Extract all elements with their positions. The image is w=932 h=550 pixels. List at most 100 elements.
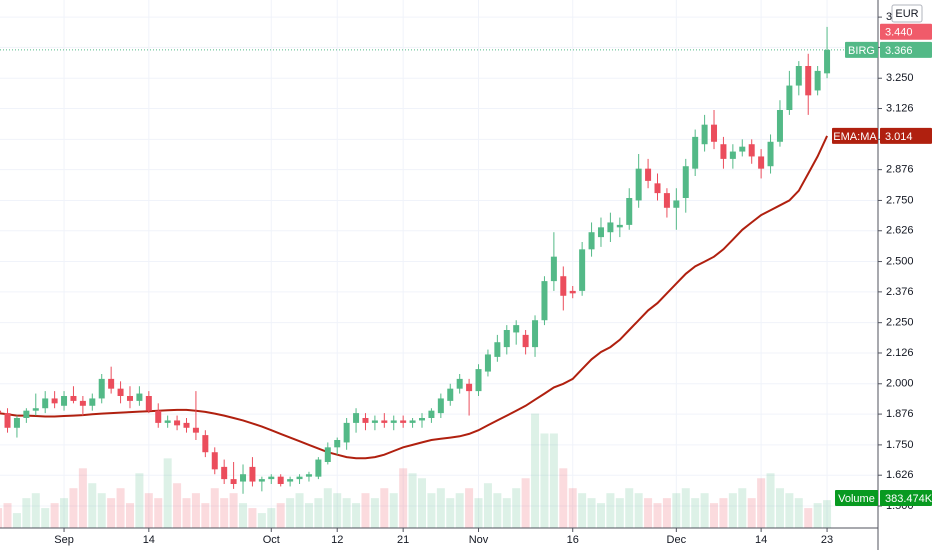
- price-badge: 3.440: [885, 27, 913, 39]
- x-tick-label: 12: [331, 534, 343, 546]
- candle-body: [682, 166, 689, 198]
- volume-bar: [210, 488, 219, 528]
- volume-bar: [446, 498, 455, 528]
- volume-bar: [691, 498, 700, 528]
- volume-bar: [540, 433, 549, 528]
- volume-bar: [823, 500, 832, 528]
- candle-body: [663, 193, 670, 208]
- volume-bar: [125, 503, 134, 528]
- candle-body: [494, 342, 501, 357]
- x-tick-label: 14: [755, 534, 767, 546]
- x-tick-label: 23: [821, 534, 833, 546]
- volume-bar: [257, 513, 266, 528]
- y-tick-label: 2.126: [886, 347, 914, 359]
- volume-bar: [427, 493, 436, 528]
- candle-body: [98, 378, 105, 399]
- volume-bar: [361, 493, 370, 528]
- volume-bar: [144, 493, 153, 528]
- volume-bar: [559, 468, 568, 528]
- x-tick-label: 21: [397, 534, 409, 546]
- candle-body: [89, 398, 96, 406]
- x-tick-label: Dec: [667, 534, 687, 546]
- volume-bar: [116, 488, 125, 528]
- candle-body: [192, 427, 199, 433]
- candle-body: [503, 330, 510, 348]
- candle-body: [42, 398, 49, 409]
- candle-body: [249, 466, 256, 482]
- candle-body: [32, 408, 39, 411]
- candle-body: [230, 479, 237, 484]
- ema-line: [0, 135, 829, 460]
- volume-bar: [78, 468, 87, 528]
- volume-bar: [587, 498, 596, 528]
- volume-bar: [97, 493, 106, 528]
- candle-body: [334, 440, 341, 448]
- candle-body: [343, 422, 350, 443]
- volume-value-bg: [880, 490, 932, 506]
- volume-bar: [286, 498, 295, 528]
- candle-body: [287, 479, 294, 482]
- volume-bar: [399, 468, 408, 528]
- candle-body: [221, 466, 228, 480]
- volume-bar: [191, 493, 200, 528]
- volume-bar: [710, 503, 719, 528]
- candle-body: [117, 388, 124, 396]
- y-tick-label: 2.000: [886, 378, 914, 390]
- volume-bar: [314, 498, 323, 528]
- volume-bar: [248, 508, 257, 528]
- candle-body: [79, 400, 86, 406]
- volume-bar: [785, 493, 794, 528]
- volume-bar: [606, 493, 615, 528]
- candle-body: [362, 418, 369, 423]
- x-tick-label: 14: [143, 534, 155, 546]
- candle-body: [475, 369, 482, 392]
- candle-body: [174, 420, 181, 426]
- volume-bar: [502, 498, 511, 528]
- volume-bar: [644, 498, 653, 528]
- candle-body: [532, 320, 539, 348]
- volume-bar: [625, 488, 634, 528]
- y-tick-label: 2.250: [886, 317, 914, 329]
- volume-bar: [672, 493, 681, 528]
- candle-body: [720, 144, 727, 159]
- volume-bar: [154, 498, 163, 528]
- volume-bar: [0, 508, 3, 528]
- x-tick-label: 16: [567, 534, 579, 546]
- candle-body: [579, 249, 586, 291]
- volume-bar: [333, 493, 342, 528]
- candle-body: [409, 420, 416, 423]
- volume-bar: [719, 498, 728, 528]
- volume-bar: [201, 503, 210, 528]
- y-tick-label: 1.750: [886, 439, 914, 451]
- candle-body: [758, 156, 765, 169]
- volume-bar: [596, 503, 605, 528]
- x-tick-label: Sep: [54, 534, 74, 546]
- grid: [0, 0, 878, 528]
- candle-body: [654, 183, 661, 194]
- volume-bar: [775, 488, 784, 528]
- volume-bar: [352, 503, 361, 528]
- price-axis: 1.5001.6261.7501.8762.0002.1262.2502.376…: [878, 11, 914, 512]
- candle-body: [108, 378, 115, 389]
- currency: EUR: [895, 8, 918, 20]
- volume-bar: [568, 488, 577, 528]
- volume-bar: [304, 503, 313, 528]
- candle-body: [13, 418, 20, 428]
- candle-body: [776, 110, 783, 142]
- candle-body: [211, 452, 218, 470]
- candle-body: [607, 222, 614, 233]
- volume-bar: [794, 498, 803, 528]
- candle-body: [466, 383, 473, 392]
- volume-bar: [408, 473, 417, 528]
- volume-bar: [295, 493, 304, 528]
- candle-body: [258, 479, 265, 482]
- x-tick-label: Nov: [469, 534, 489, 546]
- volume-bar: [69, 488, 78, 528]
- currency-bg: [891, 4, 923, 23]
- candle-body: [240, 474, 247, 482]
- volume-bar: [465, 488, 474, 528]
- volume-bar: [389, 493, 398, 528]
- candle-body: [692, 136, 699, 169]
- volume-bar: [512, 488, 521, 528]
